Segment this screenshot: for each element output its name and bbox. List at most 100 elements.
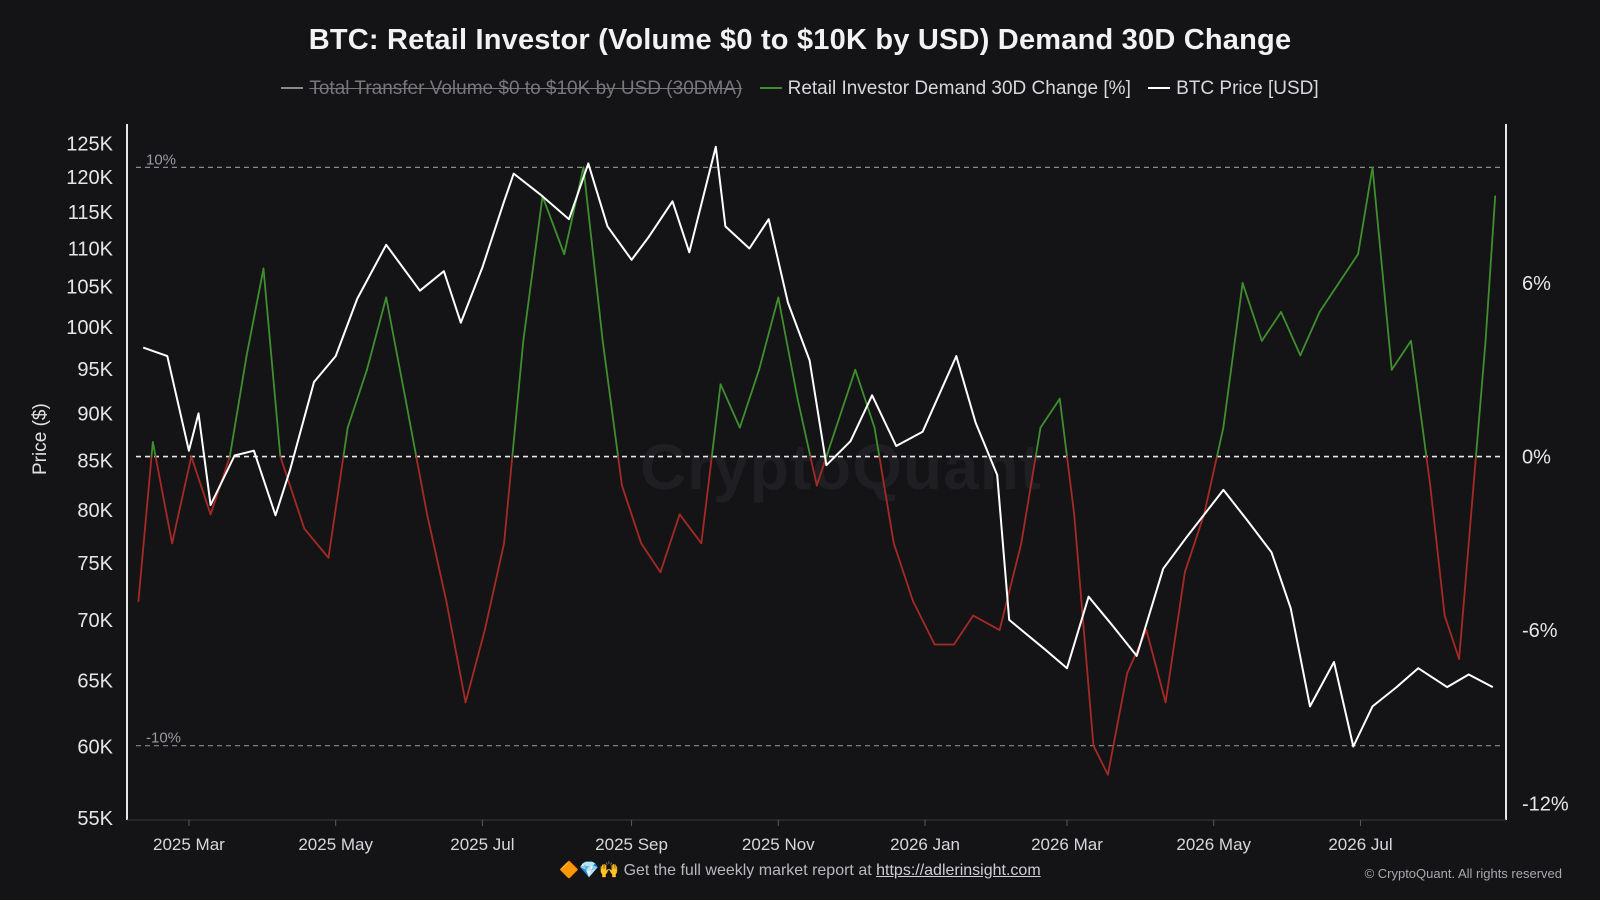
demand-line-segment	[1164, 571, 1186, 704]
x-tick-label: 2026 Mar	[1031, 835, 1103, 854]
demand-line-segment	[1216, 426, 1225, 458]
demand-line-segment	[1337, 253, 1359, 284]
demand-line-segment	[1410, 339, 1428, 458]
legend-item-retail-demand[interactable]: Retail Investor Demand 30D Change [%]	[759, 78, 1131, 100]
demand-line-segment	[151, 441, 157, 458]
demand-line-segment	[563, 166, 585, 256]
demand-line-segment	[582, 166, 604, 342]
demand-line-segment	[483, 542, 505, 631]
demand-line-segment	[758, 296, 780, 371]
x-tick-label: 2025 Nov	[742, 835, 815, 854]
demand-line-segment	[1458, 484, 1475, 660]
x-tick-label: 2026 Jul	[1328, 835, 1392, 854]
demand-line-segment	[700, 455, 713, 545]
y-left-tick-label: 60K	[77, 737, 113, 759]
y-left-tick-label: 75K	[77, 553, 113, 575]
demand-line-segment	[445, 600, 467, 704]
y-left-tick-label: 70K	[77, 610, 113, 632]
demand-line-segment	[1020, 455, 1037, 545]
demand-line-segment	[346, 368, 368, 429]
demand-line-segment	[1183, 513, 1206, 574]
y-left-tick-label: 100K	[66, 317, 113, 339]
demand-line-segment	[1484, 195, 1497, 342]
demand-line-segment	[1092, 744, 1109, 776]
y-left-tick-label: 85K	[77, 450, 113, 472]
footer-emoji: 🔶💎🙌	[559, 862, 620, 879]
demand-line-segment	[892, 542, 914, 603]
demand-line-segment	[912, 600, 936, 646]
y-left-tick-label: 55K	[77, 808, 113, 830]
demand-line-segment	[1318, 282, 1340, 313]
legend-swatch-btc-price	[1148, 86, 1171, 89]
demand-line-segment	[1066, 455, 1076, 516]
demand-line-segment	[1425, 455, 1432, 487]
demand-line-segment	[719, 383, 741, 429]
demand-line-segment	[1371, 166, 1393, 371]
demand-line-segment	[1472, 455, 1477, 487]
demand-line-segment	[1390, 339, 1412, 371]
demand-line-segment	[659, 513, 681, 574]
y-left-tick-label: 115K	[68, 202, 114, 224]
footer-link[interactable]: https://adlerinsight.com	[876, 862, 1041, 879]
demand-line-segment	[1429, 484, 1446, 617]
x-tick-label: 2026 May	[1176, 835, 1251, 854]
demand-line-segment	[385, 296, 407, 400]
demand-line-segment	[601, 339, 619, 458]
demand-line-segment	[228, 354, 248, 458]
demand-line-segment	[303, 527, 330, 559]
demand-line-segment	[825, 426, 837, 458]
legend-item-btc-price[interactable]: BTC Price [USD]	[1148, 78, 1319, 100]
legend-item-transfer-volume[interactable]: Total Transfer Volume $0 to $10K by USD …	[281, 78, 742, 100]
demand-line-segment	[621, 484, 643, 545]
demand-line-segment	[878, 455, 895, 545]
chart-title: BTC: Retail Investor (Volume $0 to $10K …	[308, 24, 1292, 56]
demand-line-segment	[279, 455, 306, 530]
legend-label-btc-price: BTC Price [USD]	[1176, 78, 1319, 99]
y-right-tick-label: 6%	[1522, 273, 1551, 295]
demand-line-segment	[415, 455, 428, 516]
x-tick-label: 2025 May	[298, 835, 373, 854]
y-left-tick-label: 105K	[66, 277, 113, 299]
reference-line-label: -10%	[146, 730, 181, 747]
btc-price-line	[142, 145, 1494, 748]
demand-line-segment	[366, 296, 388, 371]
demand-line-segment	[327, 455, 345, 559]
demand-line-segment	[1106, 672, 1129, 776]
y-left-tick-label: 65K	[77, 671, 113, 693]
x-tick-label: 2026 Jan	[890, 835, 960, 854]
demand-line-segment	[404, 397, 418, 458]
x-tick-label: 2025 Sep	[595, 835, 668, 854]
demand-line-segment	[1299, 311, 1321, 357]
demand-line-segment	[809, 455, 818, 487]
demand-line-segment	[998, 542, 1023, 631]
y-left-tick-label: 80K	[77, 500, 113, 522]
demand-line-segment	[678, 513, 703, 545]
copyright: © CryptoQuant. All rights reserved	[1364, 866, 1562, 881]
demand-line-segment	[511, 339, 525, 458]
y-right-tick-label: -12%	[1522, 794, 1569, 816]
demand-line-segment	[1073, 513, 1095, 747]
demand-line-segment	[854, 368, 876, 429]
demand-line-segment	[541, 195, 566, 256]
legend-label-transfer-volume: Total Transfer Volume $0 to $10K by USD …	[309, 78, 743, 99]
footer-text: Get the full weekly market report at	[623, 862, 872, 879]
y-left-tick-label: 95K	[77, 359, 113, 381]
demand-line-segment	[617, 455, 623, 487]
demand-line-segment	[245, 267, 265, 357]
demand-line-segment	[1241, 282, 1263, 342]
legend-swatch-retail-demand	[759, 86, 782, 89]
y-right-tick-label: -6%	[1522, 620, 1558, 642]
reference-line-label: 10%	[146, 151, 176, 168]
demand-line-segment	[1039, 397, 1061, 429]
demand-line-segment	[873, 426, 881, 458]
demand-line-segment	[154, 455, 173, 545]
demand-line-segment	[1357, 166, 1374, 256]
demand-line-segment	[190, 455, 212, 516]
demand-line-segment	[1145, 629, 1167, 704]
y-axis-left-label: Price ($)	[30, 403, 51, 475]
y-left-tick-label: 110K	[68, 239, 114, 261]
demand-line-segment	[835, 368, 857, 429]
demand-line-segment	[738, 368, 760, 429]
demand-line-segment	[342, 426, 349, 458]
